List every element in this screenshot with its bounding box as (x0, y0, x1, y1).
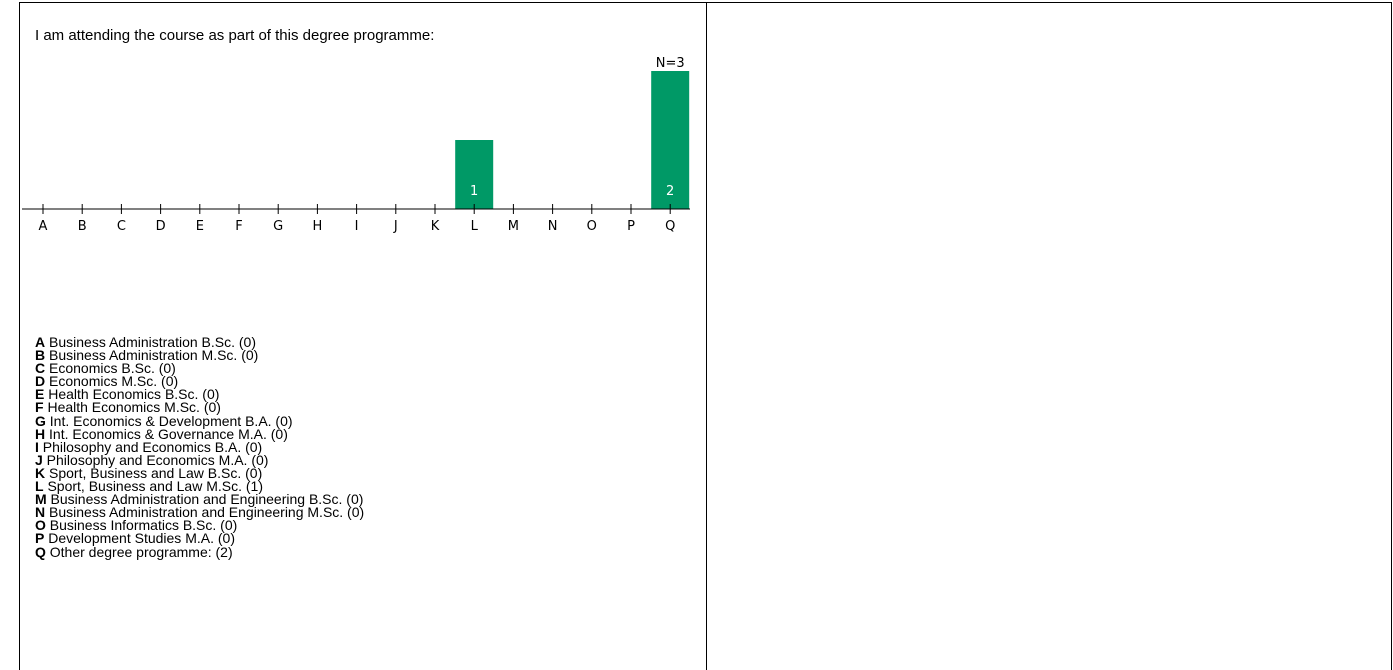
legend-key: F (35, 399, 44, 416)
legend-item: I Philosophy and Economics B.A. (0) (35, 438, 364, 455)
legend-text: Business Informatics B.Sc. (0) (45, 517, 238, 534)
x-tick-label-G: G (273, 219, 283, 234)
x-tick-label-E: E (196, 219, 204, 234)
bar-Q (651, 71, 690, 209)
legend-text: Economics B.Sc. (0) (45, 360, 176, 377)
legend-text: Philosophy and Economics M.A. (0) (42, 451, 269, 468)
legend-text: Business Administration and Engineering … (46, 491, 364, 508)
x-tick-label-D: D (156, 219, 166, 234)
legend-text: Health Economics B.Sc. (0) (44, 386, 220, 403)
legend-key: L (35, 478, 44, 495)
legend-item: Q Other degree programme: (2) (35, 543, 364, 560)
legend-item: K Sport, Business and Law B.Sc. (0) (35, 464, 364, 481)
legend-item: P Development Studies M.A. (0) (35, 530, 364, 547)
legend-item: J Philosophy and Economics M.A. (0) (35, 451, 364, 468)
legend-key: M (35, 491, 47, 508)
legend-item: G Int. Economics & Development B.A. (0) (35, 412, 364, 429)
legend-key: K (35, 464, 46, 481)
legend-text: Business Administration M.Sc. (0) (45, 347, 259, 364)
x-tick-label-O: O (587, 219, 597, 234)
legend-item: B Business Administration M.Sc. (0) (35, 347, 364, 364)
legend-item: N Business Administration and Engineerin… (35, 504, 365, 521)
report-frame (19, 2, 1392, 670)
column-divider (706, 2, 707, 670)
bar-value-label-L: 1 (470, 184, 478, 199)
x-tick-label-Q: Q (665, 219, 675, 234)
legend-item: O Business Informatics B.Sc. (0) (35, 517, 364, 534)
legend-item: C Economics B.Sc. (0) (35, 360, 364, 377)
legend-text: Business Administration and Engineering … (45, 504, 365, 521)
legend-text: Int. Economics & Governance M.A. (0) (45, 425, 288, 442)
legend-item: L Sport, Business and Law M.Sc. (1) (35, 478, 364, 495)
legend-key: N (35, 504, 46, 521)
legend-key: E (35, 386, 45, 403)
legend-key: I (35, 438, 39, 455)
x-tick-label-B: B (78, 219, 87, 234)
n-count-label: N=3 (656, 56, 685, 71)
legend-item: A Business Administration B.Sc. (0) (35, 334, 364, 350)
legend-key: P (35, 530, 45, 547)
legend-text: Sport, Business and Law M.Sc. (1) (43, 478, 263, 495)
legend-text: Economics M.Sc. (0) (45, 373, 179, 390)
x-tick-label-P: P (627, 219, 635, 234)
x-tick-label-C: C (117, 219, 126, 234)
legend-key: J (35, 451, 43, 468)
x-tick-label-H: H (313, 219, 323, 234)
question-text: I am attending the course as part of thi… (35, 27, 435, 44)
legend-text: Sport, Business and Law B.Sc. (0) (45, 464, 263, 481)
legend-item: E Health Economics B.Sc. (0) (35, 386, 364, 403)
x-tick-label-A: A (39, 219, 48, 234)
legend-key: C (35, 360, 46, 377)
legend-key: O (35, 517, 46, 534)
legend-key: Q (35, 543, 46, 560)
legend-text: Other degree programme: (2) (45, 543, 233, 560)
legend-item: D Economics M.Sc. (0) (35, 373, 364, 390)
x-tick-label-N: N (548, 219, 558, 234)
x-tick-label-L: L (471, 219, 479, 234)
legend-text: Int. Economics & Development B.A. (0) (45, 412, 293, 429)
x-tick-label-J: J (393, 219, 398, 234)
legend-key: D (35, 373, 46, 390)
legend-key: A (35, 334, 46, 350)
legend-item: M Business Administration and Engineerin… (35, 491, 364, 508)
bar-chart: 1 2 A B C D E F G H I J K L M N O P Q N=3 (22, 56, 690, 234)
legend-text: Development Studies M.A. (0) (44, 530, 235, 547)
legend-key: H (35, 425, 46, 442)
legend: A Business Administration B.Sc. (0) B Bus… (35, 334, 365, 560)
legend-key: B (35, 347, 46, 364)
x-tick-label-F: F (235, 219, 242, 234)
legend-key: G (35, 412, 46, 429)
bar-L (455, 140, 494, 209)
x-tick-label-I: I (355, 219, 359, 234)
legend-item: F Health Economics M.Sc. (0) (35, 399, 364, 416)
legend-text: Health Economics M.Sc. (0) (43, 399, 221, 416)
x-tick-label-M: M (508, 219, 519, 234)
legend-item: H Int. Economics & Governance M.A. (0) (35, 425, 364, 442)
x-tick-label-K: K (431, 219, 440, 234)
bar-value-label-Q: 2 (666, 184, 674, 199)
legend-text: Philosophy and Economics B.A. (0) (38, 438, 263, 455)
legend-text: Business Administration B.Sc. (0) (45, 334, 256, 350)
